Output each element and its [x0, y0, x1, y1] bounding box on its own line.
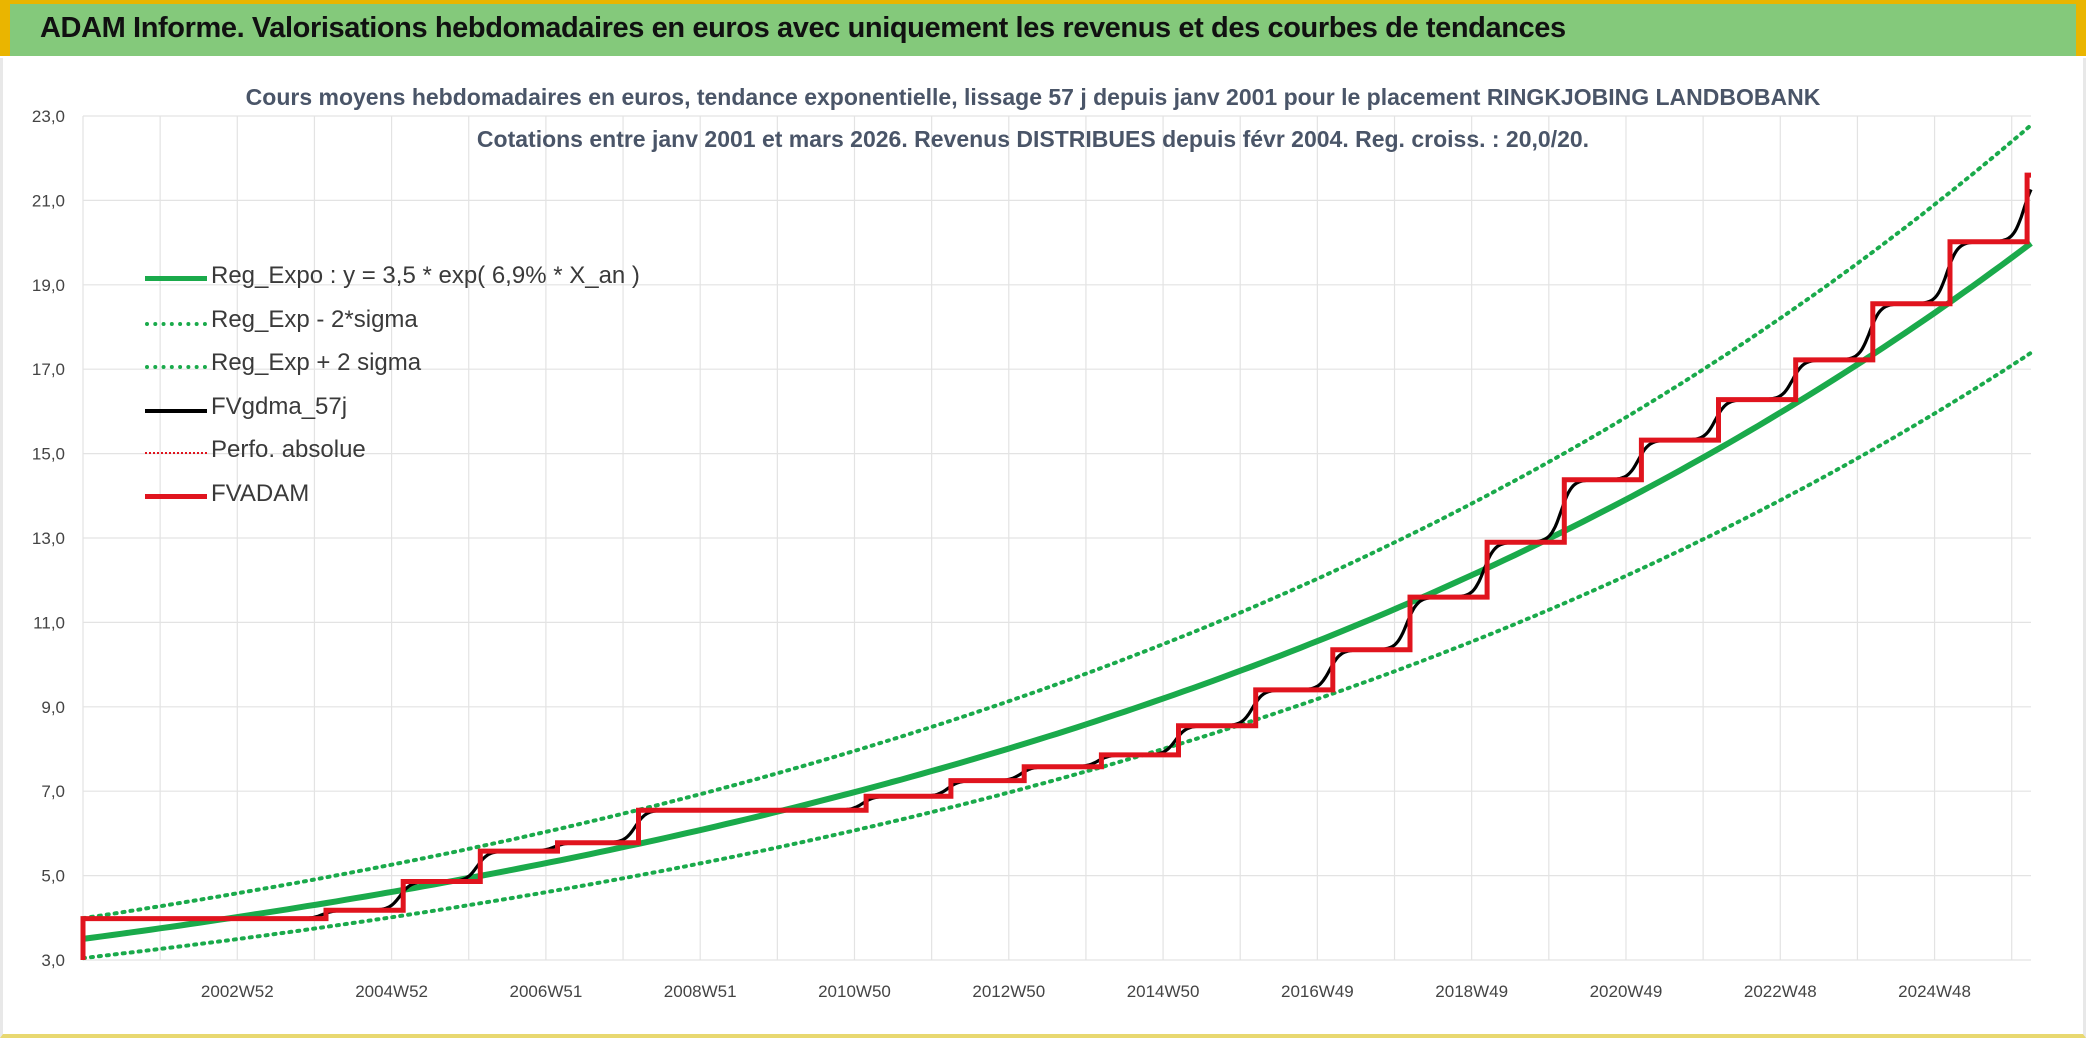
- y-tick-label: 3,0: [41, 951, 65, 970]
- x-tick-label: 2016W49: [1281, 982, 1354, 1001]
- legend-swatch: [145, 321, 207, 326]
- y-tick-label: 17,0: [32, 360, 65, 379]
- legend-label: Reg_Expo : y = 3,5 * exp( 6,9% * X_an ): [211, 262, 640, 289]
- y-tick-label: 15,0: [32, 445, 65, 464]
- series-fvgdma-57j: [83, 188, 2033, 921]
- series-reg-expo: [82, 240, 2033, 942]
- legend-label: Reg_Exp - 2*sigma: [211, 305, 418, 333]
- x-tick-label: 2006W51: [510, 982, 583, 1001]
- x-tick-label: 2024W48: [1898, 982, 1971, 1001]
- y-tick-label: 23,0: [32, 107, 65, 126]
- legend-label: Reg_Exp + 2 sigma: [211, 349, 422, 376]
- x-tick-label: 2014W50: [1127, 982, 1200, 1001]
- x-tick-label: 2008W51: [664, 982, 737, 1001]
- x-tick-label: 2010W50: [818, 982, 891, 1001]
- x-tick-label: 2022W48: [1744, 982, 1817, 1001]
- chart-canvas: 3,0 5,0 7,0 9,0 11,0 13,0 15,0 17,0 19,0 21,0 23,0…: [32, 107, 2033, 1001]
- x-tick-label: 2012W50: [972, 982, 1045, 1001]
- legend-label: FVADAM: [211, 479, 310, 507]
- report-title: ADAM Informe. Valorisations hebdomadaire…: [40, 12, 1566, 44]
- legend-label: FVgdma_57j: [211, 392, 348, 420]
- legend-swatch: [145, 452, 207, 454]
- y-tick-label: 9,0: [41, 698, 65, 717]
- series-fvadam: [80, 172, 2031, 960]
- y-tick-label: 5,0: [41, 867, 65, 886]
- y-tick-label: 19,0: [32, 276, 65, 295]
- y-tick-label: 11,0: [33, 613, 65, 632]
- x-tick-label: 2004W52: [355, 982, 428, 1001]
- chart-frame: 3,0 5,0 7,0 9,0 11,0 13,0 15,0 17,0 19,0 21,0 23,0…: [0, 58, 2086, 1038]
- y-tick-label: 21,0: [32, 191, 65, 210]
- y-tick-label: 13,0: [32, 529, 65, 548]
- series-reg-exp-minus-2sigma: [81, 350, 2033, 961]
- title-bar-background: ADAM Informe. Valorisations hebdomadaire…: [18, 4, 2068, 56]
- legend-swatch: [145, 365, 207, 369]
- legend-swatch: [145, 493, 207, 499]
- legend-label: Perfo. absolue: [211, 436, 366, 463]
- title-bar: ADAM Informe. Valorisations hebdomadaire…: [0, 0, 2086, 56]
- legend-swatch: [145, 408, 207, 413]
- chart-title-line1: Cours moyens hebdomadaires en euros, ten…: [245, 84, 1821, 110]
- x-tick-label: 2020W49: [1590, 982, 1663, 1001]
- chart-title-line2: Cotations entre janv 2001 et mars 2026. …: [476, 126, 1590, 152]
- legend-swatch: [145, 276, 207, 281]
- x-tick-label: 2002W52: [201, 982, 274, 1001]
- y-tick-label: 7,0: [41, 782, 65, 801]
- series-reg-exp-plus-2sigma: [81, 123, 2033, 921]
- x-tick-label: 2018W49: [1435, 982, 1508, 1001]
